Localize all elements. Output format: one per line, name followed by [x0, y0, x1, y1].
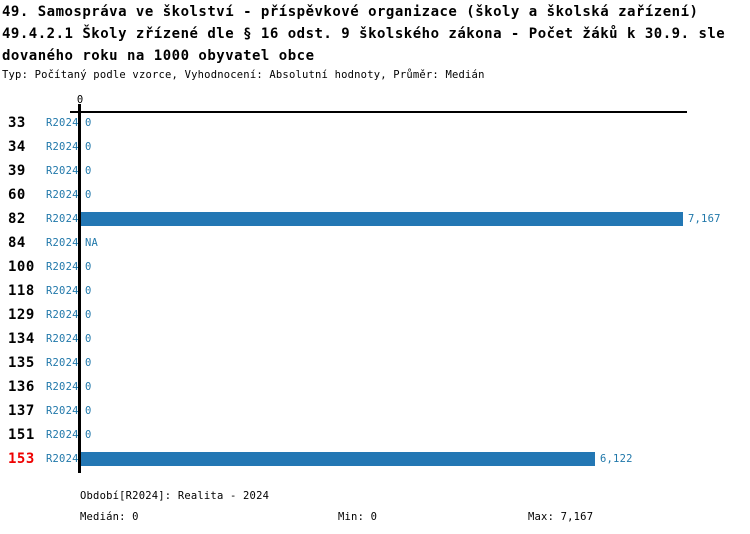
chart-row: 134 R2024 0 [0, 327, 750, 351]
row-series-label: R2024 [46, 141, 79, 153]
row-category-label: 153 [8, 451, 35, 467]
row-value-label: 0 [85, 429, 92, 441]
row-series-label: R2024 [46, 261, 79, 273]
row-value-label: 0 [85, 381, 92, 393]
chart-row: 136 R2024 0 [0, 375, 750, 399]
chart-row: 34 R2024 0 [0, 135, 750, 159]
row-series-label: R2024 [46, 309, 79, 321]
x-axis-zero-tick-label: 0 [76, 94, 84, 106]
row-series-label: R2024 [46, 381, 79, 393]
legend-max: Max: 7,167 [528, 511, 594, 523]
chart-row: 39 R2024 0 [0, 159, 750, 183]
chart-row: 153 R2024 6,122 [0, 447, 750, 471]
row-series-label: R2024 [46, 189, 79, 201]
row-value-label: 0 [85, 261, 92, 273]
row-series-label: R2024 [46, 285, 79, 297]
row-category-label: 84 [8, 235, 26, 251]
legend-min: Min: 0 [338, 511, 378, 523]
row-series-label: R2024 [46, 333, 79, 345]
y-axis-line [78, 104, 81, 473]
row-series-label: R2024 [46, 453, 79, 465]
row-value-label: 0 [85, 165, 92, 177]
chart-row: 137 R2024 0 [0, 399, 750, 423]
chart-subtitle: Typ: Počítaný podle vzorce, Vyhodnocení:… [2, 69, 485, 81]
row-series-label: R2024 [46, 429, 79, 441]
chart-row: 151 R2024 0 [0, 423, 750, 447]
row-value-label: 7,167 [688, 213, 721, 225]
row-value-label: 0 [85, 357, 92, 369]
row-category-label: 34 [8, 139, 26, 155]
row-category-label: 136 [8, 379, 35, 395]
row-category-label: 60 [8, 187, 26, 203]
row-value-label: 0 [85, 309, 92, 321]
chart-row: 118 R2024 0 [0, 279, 750, 303]
row-value-label: 0 [85, 141, 92, 153]
row-series-label: R2024 [46, 165, 79, 177]
chart-title-line3: dovaného roku na 1000 obyvatel obce [2, 48, 315, 64]
row-category-label: 137 [8, 403, 35, 419]
chart-row: 33 R2024 0 [0, 111, 750, 135]
chart-row: 100 R2024 0 [0, 255, 750, 279]
row-value-label: 6,122 [600, 453, 633, 465]
row-category-label: 33 [8, 115, 26, 131]
value-bar [81, 452, 595, 466]
chart-row: 82 R2024 7,167 [0, 207, 750, 231]
chart-rows: 33 R2024 0 34 R2024 0 39 R2024 0 60 R2024 0 82 R2024 7… [0, 111, 750, 471]
row-value-label: 0 [85, 117, 92, 129]
chart-row: 129 R2024 0 [0, 303, 750, 327]
row-value-label: 0 [85, 333, 92, 345]
chart-title-line2: 49.4.2.1 Školy zřízené dle § 16 odst. 9 … [2, 26, 726, 42]
value-bar [81, 212, 683, 226]
x-axis-line [70, 111, 687, 113]
row-category-label: 100 [8, 259, 35, 275]
row-value-label: NA [85, 237, 99, 249]
row-category-label: 134 [8, 331, 35, 347]
chart-row: 60 R2024 0 [0, 183, 750, 207]
chart-title-line1: 49. Samospráva ve školství - příspěvkové… [2, 4, 699, 20]
row-category-label: 151 [8, 427, 35, 443]
row-value-label: 0 [85, 189, 92, 201]
row-series-label: R2024 [46, 357, 79, 369]
row-value-label: 0 [85, 405, 92, 417]
chart-row: 84 R2024 NA [0, 231, 750, 255]
row-category-label: 118 [8, 283, 35, 299]
chart-row: 135 R2024 0 [0, 351, 750, 375]
row-category-label: 39 [8, 163, 26, 179]
legend-period: Období[R2024]: Realita - 2024 [80, 490, 270, 502]
row-value-label: 0 [85, 285, 92, 297]
row-series-label: R2024 [46, 237, 79, 249]
row-series-label: R2024 [46, 117, 79, 129]
row-category-label: 129 [8, 307, 35, 323]
row-series-label: R2024 [46, 405, 79, 417]
row-category-label: 135 [8, 355, 35, 371]
row-series-label: R2024 [46, 213, 79, 225]
legend-median: Medián: 0 [80, 511, 139, 523]
row-category-label: 82 [8, 211, 26, 227]
